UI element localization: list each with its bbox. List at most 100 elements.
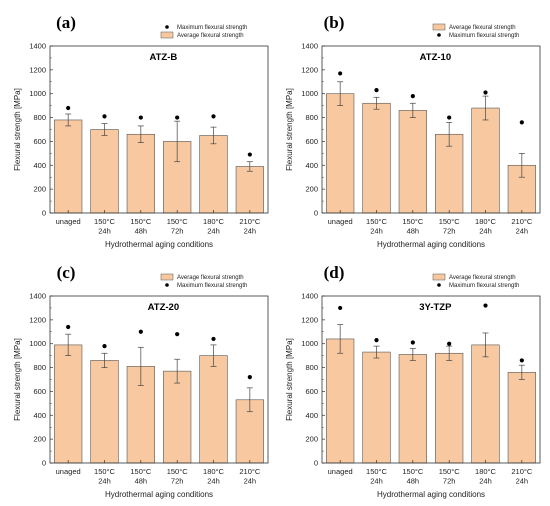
y-tick-label: 800 bbox=[33, 363, 46, 372]
x-tick-label: 180°C bbox=[475, 467, 497, 476]
max-point bbox=[102, 344, 107, 349]
bar bbox=[362, 351, 391, 464]
max-point bbox=[410, 340, 415, 345]
max-point bbox=[138, 115, 143, 120]
x-tick-label: 24h bbox=[244, 227, 257, 236]
chart-panel: (b) ATZ-10 0 200 400 600 800 1000 1200 1400 unaged… bbox=[285, 13, 541, 249]
x-tick-label: 24h bbox=[516, 227, 529, 236]
x-tick-label: 150°C bbox=[402, 217, 424, 226]
x-tick-label: 24h bbox=[98, 477, 111, 486]
x-tick-label: 180°C bbox=[203, 217, 225, 226]
y-tick-label: 1200 bbox=[29, 315, 46, 324]
panel-letter: (c) bbox=[57, 263, 76, 282]
chart-title: ATZ-B bbox=[149, 52, 177, 63]
x-tick-label: 180°C bbox=[203, 467, 225, 476]
max-point bbox=[175, 332, 180, 337]
x-tick-label: 72h bbox=[443, 227, 456, 236]
x-tick-label: 150°C bbox=[402, 467, 424, 476]
chart-panel: (d) 3Y-TZP 0 200 400 600 800 1000 1200 1400 unaged… bbox=[285, 263, 541, 499]
chart-panel: (c) ATZ-20 0 200 400 600 800 1000 1200 1400 unaged… bbox=[13, 263, 269, 499]
legend-label: Maximum flexural strength bbox=[177, 25, 247, 31]
y-tick-label: 200 bbox=[33, 435, 46, 444]
legend-label: Average flexural strength bbox=[449, 275, 516, 281]
x-tick-label: 24h bbox=[98, 227, 111, 236]
x-tick-label: 48h bbox=[407, 477, 420, 486]
y-tick-label: 1000 bbox=[29, 339, 46, 348]
max-point bbox=[447, 115, 452, 120]
x-tick-label: 24h bbox=[207, 477, 220, 486]
legend-swatch-average bbox=[160, 31, 174, 39]
y-tick-label: 0 bbox=[314, 209, 318, 218]
y-tick-label: 200 bbox=[305, 185, 318, 194]
chart-panel: (a) ATZ-B 0 200 400 600 800 1000 1200 1400 unaged 1… bbox=[13, 13, 269, 249]
x-tick-label: 24h bbox=[479, 477, 492, 486]
y-tick-label: 0 bbox=[42, 209, 46, 218]
x-axis-label: Hydrothermal aging conditions bbox=[105, 490, 213, 499]
max-point bbox=[483, 303, 488, 308]
max-point bbox=[338, 305, 343, 311]
bar bbox=[326, 93, 355, 214]
x-tick-label: 72h bbox=[443, 477, 456, 486]
y-tick-label: 400 bbox=[33, 161, 46, 170]
y-tick-label: 1000 bbox=[301, 339, 318, 348]
bar bbox=[199, 355, 228, 464]
legend-label: Average flexural strength bbox=[177, 275, 244, 281]
legend-label: Maximum flexural strength bbox=[449, 33, 519, 39]
bar bbox=[471, 344, 500, 464]
x-axis-label: Hydrothermal aging conditions bbox=[377, 240, 485, 249]
x-tick-label: 210°C bbox=[511, 217, 533, 226]
y-tick-label: 200 bbox=[33, 185, 46, 194]
max-point bbox=[175, 115, 180, 120]
bar bbox=[90, 129, 119, 214]
plot-frame bbox=[321, 45, 541, 214]
x-tick-label: 24h bbox=[244, 477, 257, 486]
legend-swatch-average bbox=[160, 273, 174, 281]
max-point bbox=[519, 120, 524, 125]
y-tick-label: 800 bbox=[305, 363, 318, 372]
y-tick-label: 1000 bbox=[29, 89, 46, 98]
y-tick-label: 600 bbox=[33, 387, 46, 396]
y-tick-label: 0 bbox=[314, 459, 318, 468]
max-point bbox=[138, 329, 143, 334]
x-axis-label: Hydrothermal aging conditions bbox=[105, 240, 213, 249]
y-tick-label: 1400 bbox=[29, 42, 46, 51]
y-tick-label: 1200 bbox=[29, 65, 46, 74]
legend-marker-max bbox=[165, 283, 169, 287]
x-tick-label: 150°C bbox=[94, 467, 116, 476]
bar bbox=[235, 166, 264, 214]
x-tick-label: 24h bbox=[479, 227, 492, 236]
bar bbox=[326, 338, 355, 464]
x-tick-label: 48h bbox=[135, 477, 148, 486]
bar bbox=[199, 135, 228, 214]
bar bbox=[471, 107, 500, 214]
x-tick-label: unaged bbox=[328, 217, 353, 226]
plot-frame bbox=[49, 45, 269, 214]
y-tick-label: 800 bbox=[305, 113, 318, 122]
max-point bbox=[447, 341, 452, 346]
x-tick-label: 150°C bbox=[439, 467, 461, 476]
max-point bbox=[374, 88, 379, 93]
chart-title: ATZ-20 bbox=[148, 302, 180, 313]
bar bbox=[126, 133, 155, 214]
x-tick-label: 150°C bbox=[130, 467, 152, 476]
legend-label: Maximum flexural strength bbox=[449, 283, 519, 289]
x-tick-label: unaged bbox=[56, 217, 81, 226]
bar bbox=[362, 102, 391, 214]
bar bbox=[398, 110, 427, 214]
x-tick-label: 150°C bbox=[130, 217, 152, 226]
x-tick-label: 48h bbox=[407, 227, 420, 236]
y-axis-label: Flexural strength [MPa] bbox=[13, 88, 22, 171]
x-tick-label: 24h bbox=[370, 227, 383, 236]
y-axis-label: Flexural strength [MPa] bbox=[285, 88, 294, 171]
max-point bbox=[247, 152, 252, 157]
legend-swatch-average bbox=[432, 273, 446, 281]
max-point bbox=[66, 324, 71, 330]
max-point bbox=[519, 358, 524, 363]
bar bbox=[90, 360, 119, 464]
y-tick-label: 1400 bbox=[301, 292, 318, 301]
bar bbox=[163, 370, 192, 464]
plot-frame bbox=[49, 295, 269, 464]
bar bbox=[54, 344, 83, 464]
max-point bbox=[247, 375, 252, 380]
y-tick-label: 1400 bbox=[29, 292, 46, 301]
